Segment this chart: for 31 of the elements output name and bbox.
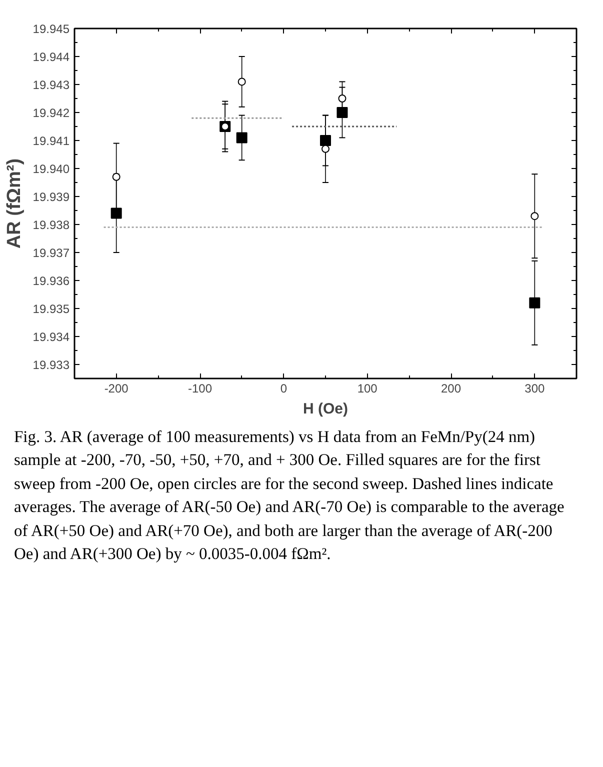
x-tick-label: -100	[188, 382, 212, 396]
point	[336, 107, 348, 118]
y-tick-label: 19.940	[32, 162, 70, 176]
y-tick-label: 19.935	[32, 302, 70, 316]
point	[322, 144, 330, 153]
y-tick-label: 19.933	[32, 358, 70, 372]
x-tick-label: 100	[357, 382, 378, 396]
y-tick-label: 19.945	[32, 22, 70, 36]
point	[110, 208, 122, 219]
caption: Fig. 3. AR (average of 100 measurements) vs H data from an FeMn/Py(24 nm) sample at -200, -70, -50, +50, +70, and + 300 Oe. Filled squares are for the first sweep from -200 Oe, open circles are for the second sweep. Dashed lines indicate averages. The average of AR(-50 Oe) and AR(-70 Oe) is comparable to the average of AR(+50 Oe) and AR(+70 Oe), and both are larger than the average of AR(-200 Oe) and AR(+300 Oe) by ~ 0.0035-0.004 fΩm².	[14, 426, 566, 566]
x-tick-label: 0	[280, 382, 288, 396]
point	[236, 132, 248, 144]
point	[529, 297, 540, 308]
y-tick-label: 19.944	[32, 50, 70, 64]
y-tick-label: 19.938	[32, 218, 70, 232]
y-tick-label: 19.943	[32, 78, 70, 92]
y-tick-label: 19.939	[32, 190, 70, 204]
x-tick-label: 300	[524, 382, 546, 396]
y-tick-label: 19.941	[32, 134, 70, 148]
x-tick-label: 200	[440, 382, 462, 396]
y-tick-label: 19.934	[32, 330, 70, 344]
y-tick-label: 19.936	[32, 274, 70, 288]
y-axis-title: AR (fΩm²)	[4, 158, 25, 249]
point	[338, 94, 346, 102]
x-axis-title: H (Oe)	[303, 400, 348, 418]
point	[238, 78, 246, 86]
point	[530, 212, 539, 220]
x-tick-label: -200	[104, 382, 129, 396]
y-tick-label: 19.937	[32, 246, 70, 260]
y-tick-label: 19.942	[32, 106, 70, 120]
point	[320, 135, 331, 146]
